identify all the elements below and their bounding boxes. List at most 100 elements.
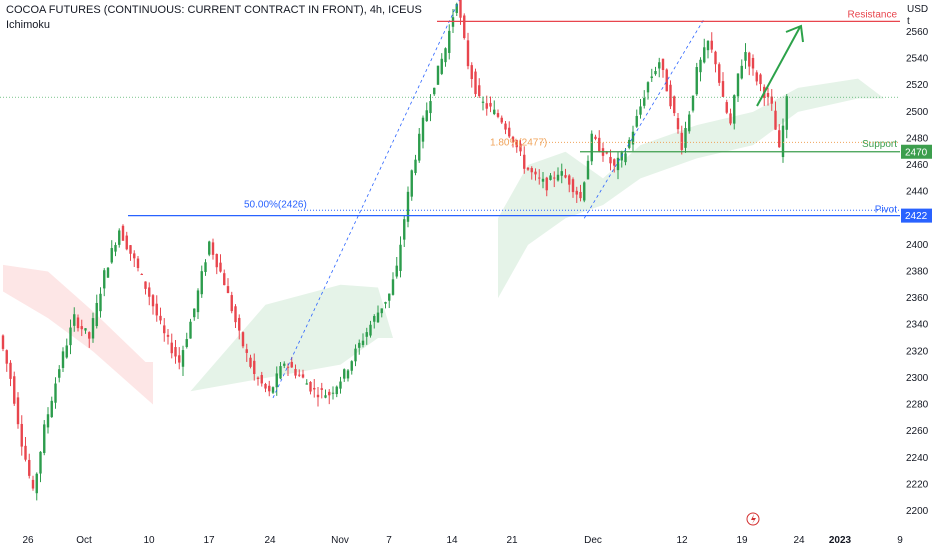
candle-body xyxy=(661,58,665,70)
y-tick-label: 2360 xyxy=(906,293,929,304)
candle-body xyxy=(710,40,713,50)
lightning-icon xyxy=(746,512,760,526)
y-tick-label: 2320 xyxy=(906,346,929,357)
candle-body xyxy=(335,386,338,395)
candle-body xyxy=(515,140,518,148)
candle-body xyxy=(223,273,226,286)
cloud-green xyxy=(190,284,393,392)
fib-50-label: 50.00%(2426) xyxy=(244,199,307,210)
candle-body xyxy=(193,308,196,318)
y-tick-label: 2400 xyxy=(906,240,929,251)
fib-trend-line-1 xyxy=(272,0,460,399)
candle-body xyxy=(403,219,406,240)
indicator-label[interactable]: Ichimoku xyxy=(6,19,51,31)
candle-body xyxy=(256,377,260,380)
x-tick-label: 21 xyxy=(506,535,518,546)
candle-body xyxy=(133,253,136,259)
y-axis[interactable]: 2200 2220 2240 2260 2280 2300 2320 2340 2360 2380… xyxy=(901,27,932,517)
candle-body xyxy=(429,101,432,114)
candle-body xyxy=(448,30,451,53)
candle-body xyxy=(324,395,327,398)
candle-body xyxy=(163,325,166,334)
candle-body xyxy=(534,171,537,175)
candle-body xyxy=(523,154,526,169)
candle-body xyxy=(470,65,473,80)
candle-body xyxy=(13,376,16,404)
candle-body xyxy=(785,96,788,130)
candle-body xyxy=(688,114,691,132)
candle-body xyxy=(680,132,683,150)
candle-body xyxy=(721,81,725,97)
candle-body xyxy=(260,375,263,384)
candle-body xyxy=(766,92,770,97)
candle-body xyxy=(9,362,12,379)
candle-body xyxy=(740,65,743,79)
resistance-label: Resistance xyxy=(848,9,898,20)
candle-body xyxy=(639,106,642,115)
candle-body xyxy=(73,314,76,326)
candle-body xyxy=(376,312,380,323)
candle-body xyxy=(65,345,68,358)
candle-body xyxy=(196,290,200,313)
candle-body xyxy=(264,383,267,389)
candle-body xyxy=(50,400,53,418)
candle-body xyxy=(703,47,706,63)
candle-body xyxy=(69,327,72,346)
candle-body xyxy=(204,262,207,272)
support-label: Support xyxy=(862,139,897,150)
candle-body xyxy=(564,175,567,178)
candle-body xyxy=(384,302,387,304)
candle-body xyxy=(669,84,672,107)
x-axis[interactable]: 26 Oct 10 17 24 Nov 7 14 21 Dec 12 19 24 2023 9 xyxy=(22,535,903,546)
candle-body xyxy=(673,96,676,114)
candle-body xyxy=(575,190,578,195)
candle-body xyxy=(459,0,462,18)
candle-body xyxy=(320,388,323,390)
candle-body xyxy=(283,363,286,366)
x-tick-label: 12 xyxy=(676,535,688,546)
candle-body xyxy=(151,295,155,307)
candle-body xyxy=(245,349,248,353)
candle-body xyxy=(586,160,590,180)
candle-body xyxy=(748,52,751,67)
candle-body xyxy=(594,136,597,139)
candle-body xyxy=(388,293,391,301)
x-tick-label: 14 xyxy=(446,535,458,546)
candle-body xyxy=(61,351,65,368)
candle-body xyxy=(328,391,331,396)
candle-body xyxy=(526,167,530,170)
y-tick-label: 2480 xyxy=(906,133,929,144)
candle-body xyxy=(95,302,98,327)
candle-body xyxy=(140,274,143,276)
annotations-layer: Resistance Support 1.80%(2477) Pivot 50.00%(… xyxy=(0,0,900,526)
candle-body xyxy=(706,40,710,51)
y-tick-label: 2340 xyxy=(906,320,929,331)
candle-body xyxy=(298,374,301,376)
candle-body xyxy=(665,69,668,92)
candle-body xyxy=(556,174,560,181)
candle-body xyxy=(114,245,117,252)
x-tick-label: 24 xyxy=(793,535,805,546)
candle-body xyxy=(380,308,383,314)
candle-body xyxy=(159,315,162,321)
candle-body xyxy=(676,118,680,130)
candle-body xyxy=(568,175,571,185)
cloud-green-future xyxy=(498,78,885,299)
candle-body xyxy=(226,286,230,294)
candle-body xyxy=(316,394,320,398)
candle-body xyxy=(643,97,646,106)
candle-body xyxy=(54,383,57,403)
candle-body xyxy=(20,423,23,447)
candle-body xyxy=(361,340,365,346)
candle-body xyxy=(598,137,601,152)
candle-body xyxy=(121,225,125,241)
candle-body xyxy=(481,101,485,103)
candle-body xyxy=(279,366,282,379)
candle-body xyxy=(181,350,185,367)
candle-body xyxy=(275,373,278,388)
ichimoku-cloud xyxy=(3,78,885,405)
candle-body xyxy=(455,3,458,13)
candle-body xyxy=(301,374,305,378)
candle-body xyxy=(294,369,297,376)
